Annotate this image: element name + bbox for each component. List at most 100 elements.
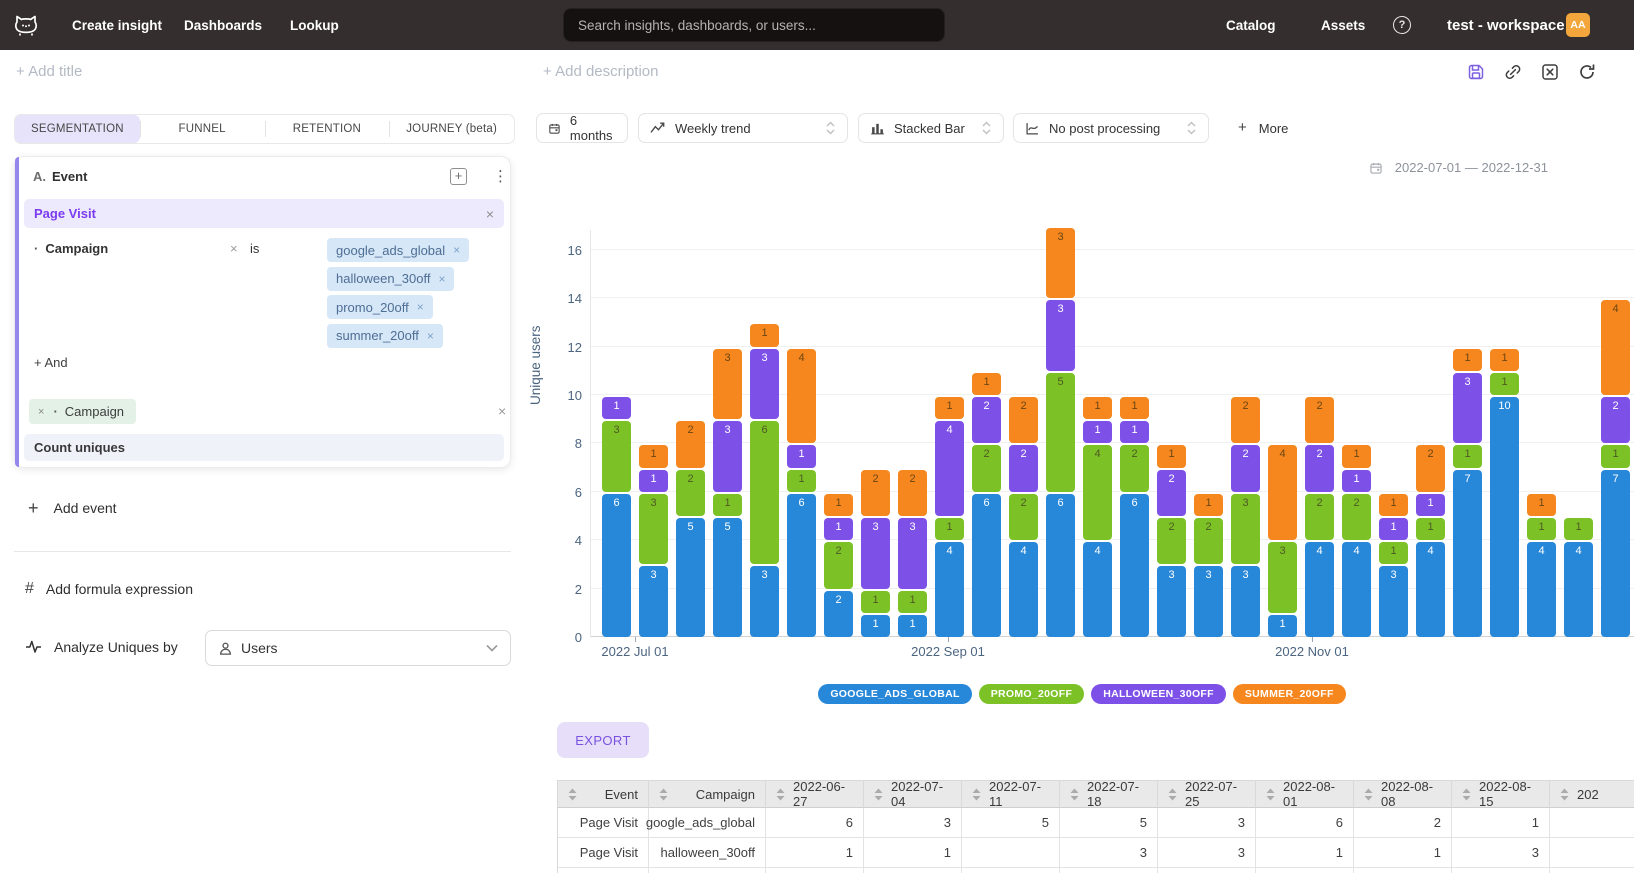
bar-segment-halloween_30off[interactable]: 1 xyxy=(1342,470,1371,492)
bar-2022-12-26[interactable]: 41 xyxy=(1564,518,1593,637)
tab-retention[interactable]: RETENTION xyxy=(265,115,390,143)
bar-segment-google_ads_global[interactable]: 6 xyxy=(787,494,816,637)
bar-segment-summer_20off[interactable]: 1 xyxy=(1120,397,1149,419)
filter-value-chip[interactable]: summer_20off× xyxy=(327,324,443,348)
save-icon[interactable] xyxy=(1466,62,1486,82)
remove-value-icon[interactable]: × xyxy=(438,272,445,286)
bar-segment-promo_20off[interactable]: 2 xyxy=(676,470,705,516)
remove-value-icon[interactable]: × xyxy=(427,329,434,343)
bar-segment-halloween_30off[interactable]: 2 xyxy=(1231,445,1260,491)
legend-summer_20off[interactable]: SUMMER_20OFF xyxy=(1233,684,1346,704)
duplicate-event-icon[interactable]: + xyxy=(450,168,467,185)
bar-segment-summer_20off[interactable]: 1 xyxy=(1490,349,1519,371)
bar-segment-promo_20off[interactable]: 1 xyxy=(713,494,742,516)
nav-assets[interactable]: Assets xyxy=(1321,0,1365,50)
bar-segment-google_ads_global[interactable]: 1 xyxy=(1268,615,1297,637)
trend-select[interactable]: Weekly trend xyxy=(638,113,848,143)
bar-segment-google_ads_global[interactable]: 6 xyxy=(602,494,631,637)
export-button[interactable]: EXPORT xyxy=(557,722,649,758)
column-header-2022-07-04[interactable]: 2022-07-04 xyxy=(864,780,962,808)
add-title-field[interactable]: + Add title xyxy=(16,63,82,80)
bar-segment-google_ads_global[interactable]: 5 xyxy=(676,518,705,637)
column-header-event[interactable]: Event xyxy=(558,780,649,808)
event-selector[interactable]: Page Visit × xyxy=(24,199,504,228)
bar-segment-halloween_30off[interactable]: 1 xyxy=(824,518,853,540)
column-header-2022-08-01[interactable]: 2022-08-01 xyxy=(1256,780,1354,808)
bar-2022-10-17[interactable]: 321 xyxy=(1194,494,1223,637)
bar-segment-summer_20off[interactable]: 4 xyxy=(1601,300,1630,395)
tab-journey-beta[interactable]: JOURNEY (beta) xyxy=(389,115,514,143)
bar-segment-google_ads_global[interactable]: 1 xyxy=(898,615,927,637)
bar-2022-08-01[interactable]: 6114 xyxy=(787,349,816,637)
bar-segment-google_ads_global[interactable]: 3 xyxy=(1157,566,1186,637)
bar-2023-01-02[interactable]: 7124 xyxy=(1601,300,1630,637)
bar-segment-promo_20off[interactable]: 3 xyxy=(1231,494,1260,565)
copy-link-icon[interactable] xyxy=(1503,62,1523,82)
bar-segment-google_ads_global[interactable]: 3 xyxy=(1379,566,1408,637)
clear-chart-icon[interactable] xyxy=(1540,62,1560,82)
bar-segment-halloween_30off[interactable]: 2 xyxy=(1305,445,1334,491)
global-search-input[interactable] xyxy=(563,8,945,42)
bar-segment-google_ads_global[interactable]: 7 xyxy=(1453,470,1482,637)
bar-2022-07-18[interactable]: 5133 xyxy=(713,349,742,637)
bar-2022-10-03[interactable]: 6211 xyxy=(1120,397,1149,637)
bar-2022-09-26[interactable]: 4411 xyxy=(1083,397,1112,637)
column-header-2022-06-27[interactable]: 2022-06-27 xyxy=(766,780,864,808)
bar-segment-promo_20off[interactable]: 3 xyxy=(1268,542,1297,613)
bar-segment-summer_20off[interactable]: 2 xyxy=(898,470,927,516)
bar-segment-promo_20off[interactable]: 1 xyxy=(1527,518,1556,540)
bar-segment-google_ads_global[interactable]: 4 xyxy=(935,542,964,637)
bar-segment-summer_20off[interactable]: 1 xyxy=(824,494,853,516)
bar-2022-09-05[interactable]: 6221 xyxy=(972,373,1001,637)
bar-segment-summer_20off[interactable]: 1 xyxy=(639,445,668,467)
bar-segment-google_ads_global[interactable]: 3 xyxy=(750,566,779,637)
bar-segment-halloween_30off[interactable]: 4 xyxy=(935,421,964,516)
bar-segment-promo_20off[interactable]: 1 xyxy=(1601,445,1630,467)
bar-segment-google_ads_global[interactable]: 6 xyxy=(1120,494,1149,637)
bar-segment-halloween_30off[interactable]: 3 xyxy=(861,518,890,589)
nav-dashboards[interactable]: Dashboards xyxy=(184,0,262,50)
bar-segment-summer_20off[interactable]: 3 xyxy=(1046,228,1075,299)
bar-2022-12-19[interactable]: 411 xyxy=(1527,494,1556,637)
app-logo-cat-icon[interactable] xyxy=(12,12,40,38)
bar-segment-halloween_30off[interactable]: 1 xyxy=(1416,494,1445,516)
date-range[interactable]: 2022-07-01 — 2022-12-31 xyxy=(1369,160,1548,175)
bar-segment-halloween_30off[interactable]: 2 xyxy=(1009,445,1038,491)
bar-segment-promo_20off[interactable]: 1 xyxy=(861,591,890,613)
bar-2022-10-10[interactable]: 3221 xyxy=(1157,445,1186,637)
column-header-campaign[interactable]: Campaign xyxy=(649,780,766,808)
bar-2022-11-28[interactable]: 4112 xyxy=(1416,445,1445,637)
bar-2022-07-04[interactable]: 3311 xyxy=(639,445,668,637)
bar-segment-halloween_30off[interactable]: 1 xyxy=(1120,421,1149,443)
add-and-condition[interactable]: + And xyxy=(34,355,68,370)
bar-segment-halloween_30off[interactable]: 3 xyxy=(750,349,779,420)
bar-segment-google_ads_global[interactable]: 4 xyxy=(1009,542,1038,637)
avatar[interactable]: AA xyxy=(1566,13,1590,37)
bar-segment-halloween_30off[interactable]: 3 xyxy=(1453,373,1482,444)
bar-segment-summer_20off[interactable]: 2 xyxy=(1416,445,1445,491)
workspace-menu[interactable]: test - workspace xyxy=(1447,0,1565,50)
bar-segment-promo_20off[interactable]: 1 xyxy=(935,518,964,540)
bar-segment-halloween_30off[interactable]: 1 xyxy=(787,445,816,467)
add-event-button[interactable]: + Add event xyxy=(28,500,117,516)
bar-2022-09-12[interactable]: 4222 xyxy=(1009,397,1038,637)
bar-2022-08-29[interactable]: 4141 xyxy=(935,397,964,637)
bar-segment-halloween_30off[interactable]: 1 xyxy=(639,470,668,492)
bar-segment-google_ads_global[interactable]: 10 xyxy=(1490,397,1519,637)
bar-2022-10-31[interactable]: 134 xyxy=(1268,445,1297,637)
aggregation-selector[interactable]: Count uniques xyxy=(24,434,504,461)
bar-segment-promo_20off[interactable]: 3 xyxy=(602,421,631,492)
bar-segment-promo_20off[interactable]: 2 xyxy=(1120,445,1149,491)
bar-segment-summer_20off[interactable]: 1 xyxy=(1194,494,1223,516)
bar-segment-google_ads_global[interactable]: 4 xyxy=(1416,542,1445,637)
bar-segment-promo_20off[interactable]: 1 xyxy=(1453,445,1482,467)
bar-segment-summer_20off[interactable]: 3 xyxy=(713,349,742,420)
bar-segment-summer_20off[interactable]: 1 xyxy=(1453,349,1482,371)
filter-value-chip[interactable]: halloween_30off× xyxy=(327,267,454,291)
column-header-2022-07-25[interactable]: 2022-07-25 xyxy=(1158,780,1256,808)
bar-segment-promo_20off[interactable]: 1 xyxy=(1564,518,1593,540)
bar-segment-google_ads_global[interactable]: 3 xyxy=(1194,566,1223,637)
bar-segment-google_ads_global[interactable]: 2 xyxy=(824,591,853,637)
breakdown-chip[interactable]: × · Campaign xyxy=(29,399,136,424)
filter-value-chip[interactable]: google_ads_global× xyxy=(327,238,469,262)
